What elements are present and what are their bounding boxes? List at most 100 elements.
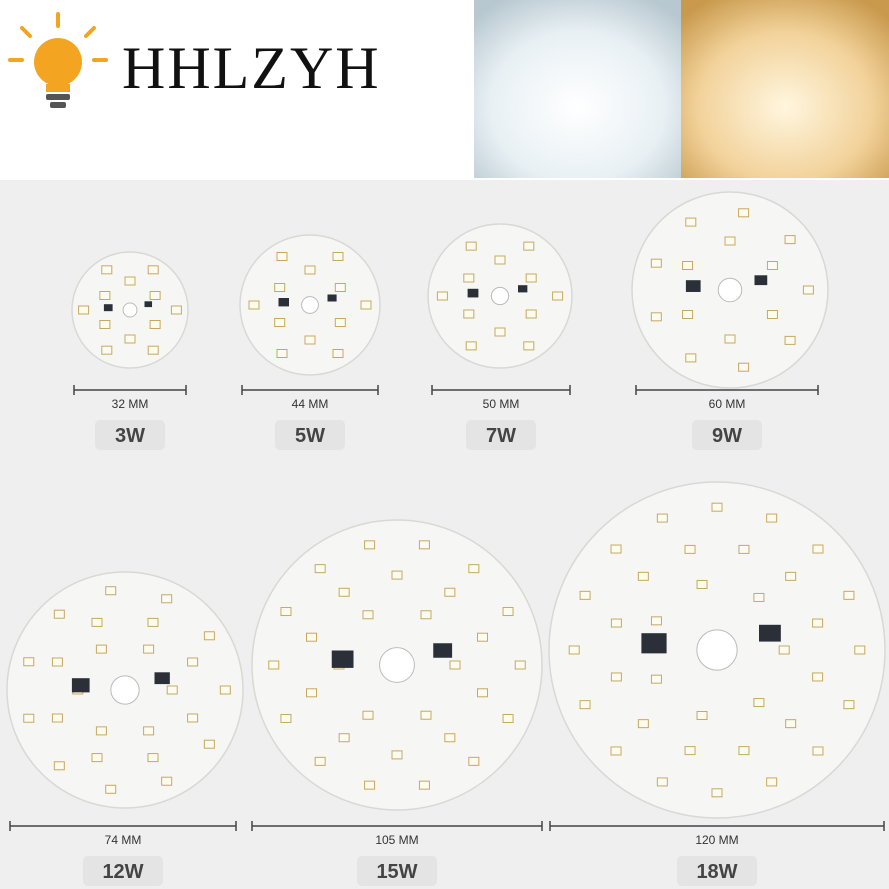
led <box>494 327 506 337</box>
led <box>682 261 694 270</box>
size-label: 44 MM <box>292 397 329 411</box>
led <box>95 644 107 654</box>
led <box>753 592 765 602</box>
driver-chip <box>154 672 170 685</box>
center-hole <box>122 302 138 318</box>
led <box>143 644 155 654</box>
led <box>685 353 697 363</box>
led <box>418 540 430 550</box>
driver-chip <box>144 301 153 308</box>
led <box>766 261 778 270</box>
power-label: 9W <box>712 425 742 447</box>
led <box>274 318 286 327</box>
led <box>332 348 344 358</box>
led <box>552 291 564 301</box>
led <box>656 513 668 523</box>
led-board <box>631 191 829 389</box>
led <box>468 756 480 766</box>
led <box>650 258 662 268</box>
led <box>147 753 159 763</box>
led <box>579 590 591 600</box>
led <box>778 645 790 655</box>
led <box>334 283 346 292</box>
driver-chip <box>103 304 113 312</box>
led <box>360 300 372 310</box>
size-label: 60 MM <box>709 397 746 411</box>
led <box>101 345 113 355</box>
size-label: 74 MM <box>105 833 142 847</box>
led <box>147 617 159 627</box>
driver-chip <box>433 643 453 658</box>
led <box>766 310 778 319</box>
led <box>99 291 111 300</box>
led <box>391 750 403 760</box>
led <box>203 739 215 749</box>
led <box>738 746 750 756</box>
led <box>738 208 750 218</box>
led <box>91 753 103 763</box>
power-badge <box>357 856 437 886</box>
led <box>338 733 350 743</box>
led <box>51 657 63 667</box>
center-hole <box>696 629 738 671</box>
led <box>280 607 292 617</box>
power-label: 3W <box>115 425 145 447</box>
led <box>685 217 697 227</box>
driver-chip <box>518 285 528 293</box>
brand: HHLZYH <box>122 35 381 101</box>
driver-chip <box>754 275 768 286</box>
led <box>494 255 506 265</box>
led <box>523 241 535 251</box>
led <box>637 719 649 729</box>
logo-icon <box>8 12 108 108</box>
led <box>304 265 316 275</box>
led <box>610 618 622 628</box>
led <box>51 713 63 723</box>
led <box>465 341 477 351</box>
led <box>476 632 488 642</box>
led <box>637 571 649 581</box>
led <box>711 788 723 798</box>
led <box>696 711 708 721</box>
led <box>650 616 662 626</box>
led <box>23 657 35 667</box>
driver-chip <box>278 298 289 307</box>
led <box>91 617 103 627</box>
led <box>166 685 178 695</box>
led <box>362 610 374 620</box>
led <box>248 300 260 310</box>
led <box>738 362 750 372</box>
led <box>338 587 350 597</box>
led <box>280 713 292 723</box>
led <box>568 645 580 655</box>
led <box>610 672 622 682</box>
led <box>187 657 199 667</box>
led <box>753 698 765 708</box>
led <box>610 544 622 554</box>
power-label: 15W <box>376 861 417 883</box>
driver-chip <box>685 280 701 292</box>
led <box>812 618 824 628</box>
led-board <box>71 251 189 369</box>
led <box>101 265 113 275</box>
led <box>784 235 796 245</box>
led <box>766 513 778 523</box>
led <box>650 312 662 322</box>
led <box>304 335 316 345</box>
led <box>203 631 215 641</box>
led <box>525 273 537 283</box>
led <box>418 780 430 790</box>
power-badge <box>677 856 757 886</box>
led <box>525 309 537 319</box>
center-hole <box>379 647 415 683</box>
led <box>362 710 374 720</box>
led <box>476 688 488 698</box>
led <box>95 726 107 736</box>
led <box>812 672 824 682</box>
driver-chip <box>467 288 479 298</box>
led <box>124 276 136 286</box>
led <box>53 761 65 771</box>
led <box>436 291 448 301</box>
led <box>802 285 814 295</box>
led <box>364 780 376 790</box>
